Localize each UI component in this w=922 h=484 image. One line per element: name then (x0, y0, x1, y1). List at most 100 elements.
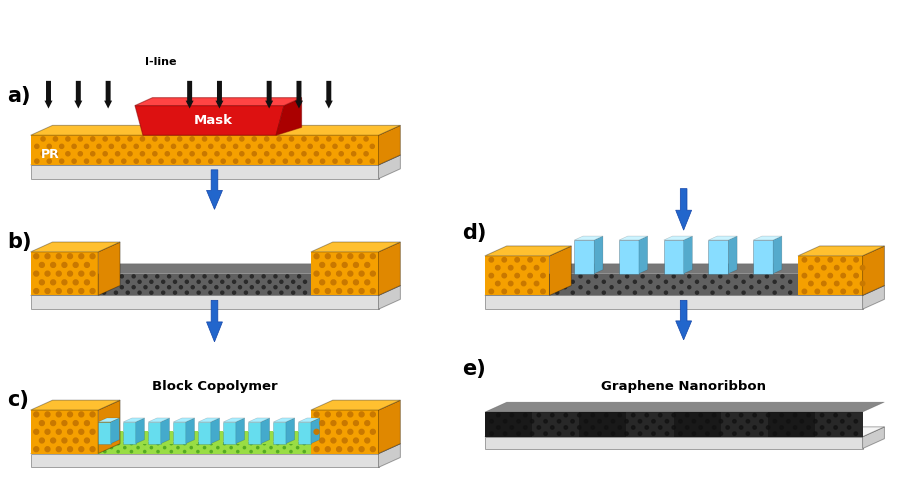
Circle shape (541, 289, 545, 294)
Circle shape (641, 275, 644, 278)
Circle shape (34, 429, 39, 434)
Circle shape (353, 438, 359, 443)
Circle shape (339, 152, 343, 156)
Circle shape (807, 413, 810, 417)
Circle shape (232, 291, 236, 295)
Circle shape (827, 420, 831, 423)
Polygon shape (99, 418, 120, 422)
Circle shape (371, 412, 375, 417)
Polygon shape (44, 82, 53, 109)
Circle shape (528, 276, 532, 280)
Circle shape (490, 432, 493, 436)
Circle shape (265, 152, 269, 156)
Circle shape (841, 290, 845, 294)
Circle shape (73, 263, 78, 268)
Circle shape (847, 266, 852, 271)
Circle shape (90, 412, 95, 417)
Circle shape (215, 286, 218, 289)
Circle shape (67, 447, 73, 452)
Circle shape (171, 443, 172, 445)
Circle shape (264, 451, 266, 453)
Circle shape (781, 286, 784, 289)
Polygon shape (299, 422, 311, 444)
Circle shape (342, 280, 348, 285)
Circle shape (503, 432, 507, 436)
Circle shape (280, 281, 283, 284)
Circle shape (183, 145, 188, 149)
Circle shape (781, 275, 784, 278)
Circle shape (585, 432, 587, 436)
Circle shape (750, 275, 753, 278)
Circle shape (40, 280, 44, 285)
Circle shape (586, 281, 590, 284)
Polygon shape (198, 422, 211, 444)
Circle shape (114, 291, 117, 295)
Circle shape (165, 152, 170, 156)
Circle shape (85, 160, 89, 164)
Circle shape (331, 438, 336, 443)
Circle shape (270, 447, 272, 449)
Polygon shape (379, 286, 400, 310)
Text: Block Copolymer: Block Copolymer (152, 379, 278, 393)
Circle shape (497, 426, 500, 429)
Circle shape (365, 438, 370, 443)
Polygon shape (30, 296, 379, 310)
Circle shape (85, 280, 89, 285)
Text: Mask: Mask (194, 114, 233, 127)
Polygon shape (211, 431, 223, 444)
Circle shape (337, 272, 341, 276)
Circle shape (137, 447, 139, 449)
Circle shape (833, 426, 837, 429)
Circle shape (802, 276, 807, 280)
Polygon shape (485, 257, 550, 296)
Polygon shape (299, 418, 320, 422)
Circle shape (41, 152, 45, 156)
Polygon shape (485, 274, 550, 296)
Circle shape (680, 291, 683, 295)
Circle shape (159, 160, 163, 164)
Circle shape (571, 420, 574, 423)
Circle shape (303, 281, 306, 284)
Circle shape (53, 137, 57, 142)
Circle shape (153, 152, 157, 156)
Polygon shape (30, 156, 400, 166)
Polygon shape (708, 237, 737, 241)
Polygon shape (136, 418, 145, 444)
Circle shape (183, 160, 188, 164)
Circle shape (572, 291, 574, 295)
Polygon shape (815, 412, 863, 437)
Circle shape (168, 286, 171, 289)
Circle shape (633, 281, 636, 284)
Circle shape (290, 152, 293, 156)
Circle shape (140, 152, 145, 156)
Circle shape (40, 421, 44, 425)
Circle shape (126, 281, 129, 284)
Circle shape (774, 420, 776, 423)
Circle shape (632, 413, 635, 417)
Polygon shape (30, 252, 99, 296)
Circle shape (325, 289, 330, 294)
Circle shape (563, 275, 566, 278)
Circle shape (348, 289, 353, 294)
Circle shape (144, 275, 147, 278)
Circle shape (719, 432, 723, 436)
Circle shape (331, 421, 336, 425)
Text: e): e) (462, 359, 486, 378)
Circle shape (244, 291, 247, 295)
Circle shape (719, 275, 722, 278)
Circle shape (734, 275, 738, 278)
Circle shape (564, 413, 568, 417)
Circle shape (828, 276, 833, 280)
Circle shape (371, 272, 375, 276)
Circle shape (847, 426, 851, 429)
Polygon shape (211, 418, 219, 444)
Circle shape (47, 160, 52, 164)
Polygon shape (236, 418, 244, 444)
Polygon shape (223, 422, 236, 444)
Circle shape (365, 421, 370, 425)
Circle shape (67, 254, 73, 259)
Polygon shape (708, 241, 728, 274)
Circle shape (727, 281, 729, 284)
Polygon shape (485, 412, 532, 437)
Circle shape (258, 145, 263, 149)
